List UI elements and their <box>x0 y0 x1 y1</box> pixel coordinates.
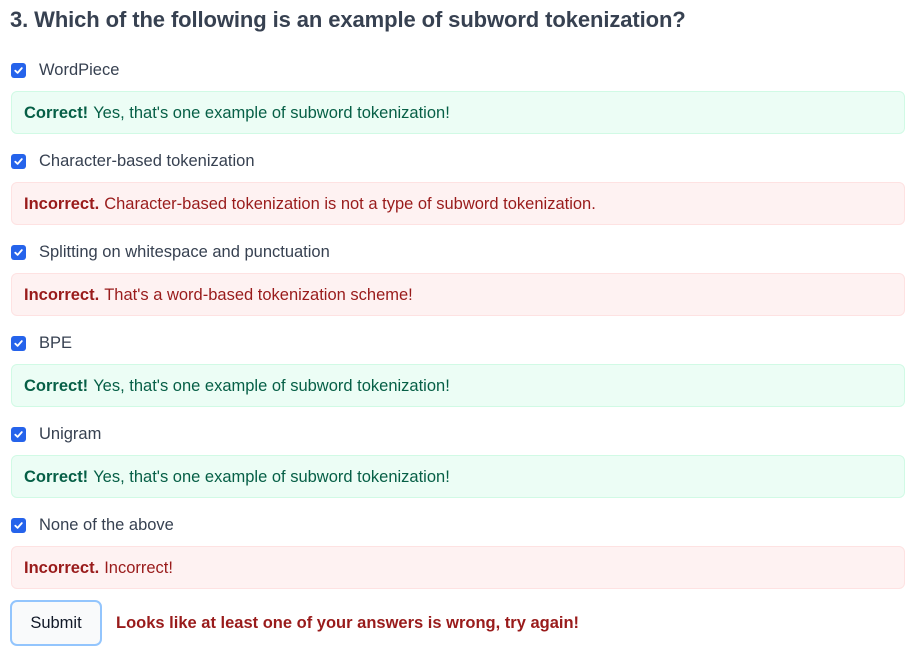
checked-checkbox-icon[interactable] <box>11 153 26 169</box>
feedback-message: Yes, that's one example of subword token… <box>93 376 450 395</box>
checked-checkbox-icon[interactable] <box>11 62 26 78</box>
feedback-verdict: Incorrect. <box>24 194 100 213</box>
checked-checkbox-icon[interactable] <box>11 335 26 351</box>
question-title: 3. Which of the following is an example … <box>10 7 686 32</box>
option-whitespace-punctuation[interactable]: Splitting on whitespace and punctuation <box>11 241 330 263</box>
checked-checkbox-icon[interactable] <box>11 426 26 442</box>
checked-checkbox-icon[interactable] <box>11 244 26 260</box>
option-character-based[interactable]: Character-based tokenization <box>11 150 255 172</box>
option-none-of-the-above[interactable]: None of the above <box>11 514 174 536</box>
option-unigram[interactable]: Unigram <box>11 423 101 445</box>
feedback-correct: Correct! Yes, that's one example of subw… <box>11 91 905 134</box>
feedback-correct: Correct! Yes, that's one example of subw… <box>11 455 905 498</box>
option-label[interactable]: Character-based tokenization <box>39 152 255 170</box>
option-label[interactable]: WordPiece <box>39 61 120 79</box>
feedback-incorrect: Incorrect. Incorrect! <box>11 546 905 589</box>
feedback-verdict: Correct! <box>24 467 89 486</box>
feedback-message: Yes, that's one example of subword token… <box>93 103 450 122</box>
result-message: Looks like at least one of your answers … <box>116 614 580 632</box>
feedback-verdict: Incorrect. <box>24 285 100 304</box>
feedback-verdict: Correct! <box>24 376 89 395</box>
feedback-verdict: Correct! <box>24 103 89 122</box>
option-label[interactable]: Splitting on whitespace and punctuation <box>39 243 330 261</box>
feedback-message: Yes, that's one example of subword token… <box>93 467 450 486</box>
feedback-message: That's a word-based tokenization scheme! <box>104 285 413 304</box>
option-label[interactable]: None of the above <box>39 516 174 534</box>
submit-button[interactable]: Submit <box>10 600 102 646</box>
feedback-incorrect: Incorrect. Character-based tokenization … <box>11 182 905 225</box>
feedback-incorrect: Incorrect. That's a word-based tokenizat… <box>11 273 905 316</box>
option-bpe[interactable]: BPE <box>11 332 72 354</box>
feedback-message: Character-based tokenization is not a ty… <box>104 194 596 213</box>
feedback-message: Incorrect! <box>104 558 173 577</box>
checked-checkbox-icon[interactable] <box>11 517 26 533</box>
feedback-correct: Correct! Yes, that's one example of subw… <box>11 364 905 407</box>
option-label[interactable]: Unigram <box>39 425 102 443</box>
option-label[interactable]: BPE <box>39 334 73 352</box>
option-wordpiece[interactable]: WordPiece <box>11 59 119 81</box>
feedback-verdict: Incorrect. <box>24 558 100 577</box>
